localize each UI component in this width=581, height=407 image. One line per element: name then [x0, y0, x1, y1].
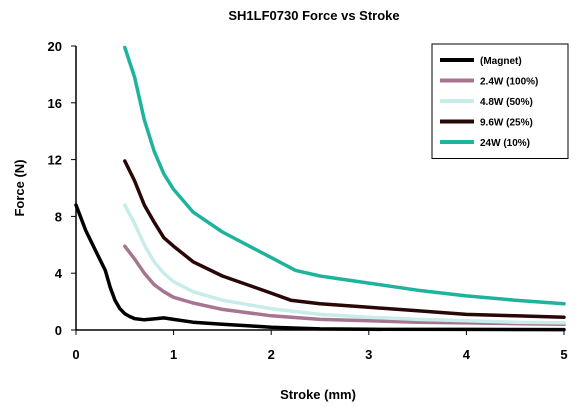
chart-title: SH1LF0730 Force vs Stroke	[228, 8, 399, 23]
y-tick-label: 0	[55, 323, 62, 338]
y-tick-label: 12	[48, 153, 62, 168]
x-axis-label: Stroke (mm)	[280, 387, 356, 402]
series-line-0	[74, 203, 566, 332]
series-line-3	[123, 159, 566, 319]
x-tick-label: 1	[170, 347, 177, 362]
plot-series	[74, 45, 566, 332]
legend-label: 24W (10%)	[480, 138, 530, 149]
x-tick-label: 5	[560, 347, 567, 362]
y-tick-label: 20	[48, 39, 62, 54]
legend: (Magnet) 2.4W (100%) 4.8W (50%) 9.6W (25%) 2…	[431, 43, 569, 159]
x-tick-label: 2	[268, 347, 275, 362]
x-tick-label: 0	[72, 347, 79, 362]
series-line-2	[123, 203, 566, 325]
series-line-4	[123, 45, 566, 306]
x-tick-label: 4	[463, 347, 471, 362]
x-tick-label: 3	[365, 347, 372, 362]
series-line-1	[123, 244, 566, 327]
y-tick-label: 16	[48, 96, 62, 111]
legend-label: (Magnet)	[480, 56, 522, 67]
legend-label: 2.4W (100%)	[480, 77, 538, 88]
y-axis-label: Force (N)	[12, 159, 27, 216]
legend-label: 9.6W (25%)	[480, 118, 533, 129]
legend-label: 4.8W (50%)	[480, 97, 533, 108]
y-tick-label: 4	[55, 266, 63, 281]
y-tick-label: 8	[55, 209, 62, 224]
